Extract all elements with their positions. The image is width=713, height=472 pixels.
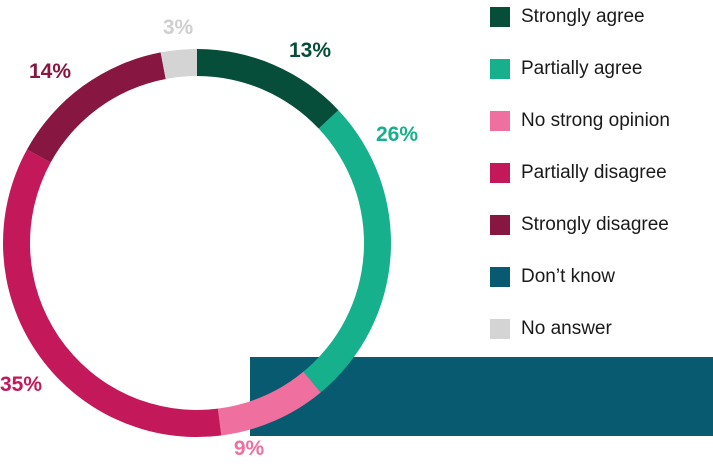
legend-label-dont-know: Don’t know xyxy=(521,266,615,287)
legend-swatch-partially-disagree xyxy=(490,163,510,183)
legend-swatch-strongly-disagree xyxy=(490,215,510,235)
slice-strongly-agree xyxy=(197,49,339,129)
value-label-strongly-disagree: 14% xyxy=(29,60,71,83)
slice-no-strong-opinion xyxy=(217,371,321,436)
value-label-partially-agree: 26% xyxy=(376,123,418,146)
legend-label-strongly-disagree: Strongly disagree xyxy=(521,214,669,235)
value-label-partially-disagree: 35% xyxy=(0,373,42,396)
legend-item-strongly-disagree: Strongly disagree xyxy=(490,212,670,238)
legend-item-no-strong-opinion: No strong opinion xyxy=(490,108,670,134)
legend-label-no-strong-opinion: No strong opinion xyxy=(521,110,670,131)
legend-swatch-no-answer xyxy=(490,319,510,339)
legend-item-partially-disagree: Partially disagree xyxy=(490,160,670,186)
legend-swatch-partially-agree xyxy=(490,59,510,79)
chart-legend: Strongly agree Partially agree No strong… xyxy=(490,4,670,368)
legend-label-strongly-agree: Strongly agree xyxy=(521,6,645,27)
legend-item-strongly-agree: Strongly agree xyxy=(490,4,670,30)
legend-item-partially-agree: Partially agree xyxy=(490,56,670,82)
legend-swatch-no-strong-opinion xyxy=(490,111,510,131)
slice-partially-disagree xyxy=(3,149,222,437)
legend-swatch-strongly-agree xyxy=(490,7,510,27)
legend-item-no-answer: No answer xyxy=(490,316,670,342)
slice-strongly-disagree xyxy=(26,52,166,163)
value-label-no-answer: 3% xyxy=(163,16,194,39)
slice-partially-agree xyxy=(303,110,391,393)
legend-label-partially-agree: Partially agree xyxy=(521,58,643,79)
legend-swatch-dont-know xyxy=(490,267,510,287)
value-label-no-strong-opinion: 9% xyxy=(234,437,265,460)
value-label-strongly-agree: 13% xyxy=(289,39,331,62)
slice-no-answer xyxy=(160,49,197,79)
legend-label-no-answer: No answer xyxy=(521,318,612,339)
legend-item-dont-know: Don’t know xyxy=(490,264,670,290)
legend-label-partially-disagree: Partially disagree xyxy=(521,162,667,183)
